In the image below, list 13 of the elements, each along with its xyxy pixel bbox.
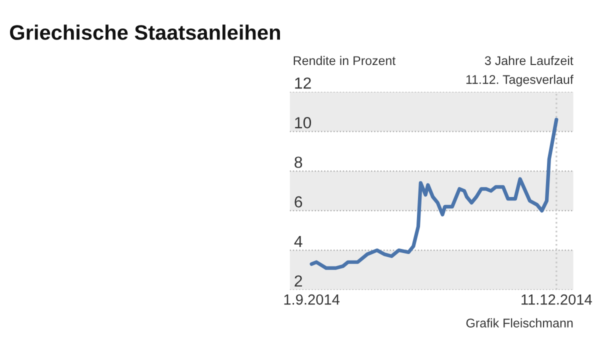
y-tick-label: 10 — [295, 117, 312, 128]
y-tick-label: 8 — [294, 156, 302, 168]
x-tick-label: 11.12.2014 — [522, 294, 592, 305]
y-tick-label: 2 — [294, 275, 302, 287]
y-tick-label: 6 — [294, 196, 302, 208]
text: Grafik Fleischmann — [466, 318, 573, 328]
y-tick-label: 12 — [295, 77, 311, 89]
x-tick-label: 1.9.2014 — [284, 294, 340, 305]
text: 3 Jahre Laufzeit — [484, 56, 574, 66]
text: 11.12. Tagesverlauf — [466, 74, 574, 86]
y-tick-label: 4 — [294, 236, 302, 247]
y-axis-title: Rendite in Prozent — [294, 56, 396, 66]
chart-title: Griechische Staatsanleihen — [10, 24, 280, 40]
